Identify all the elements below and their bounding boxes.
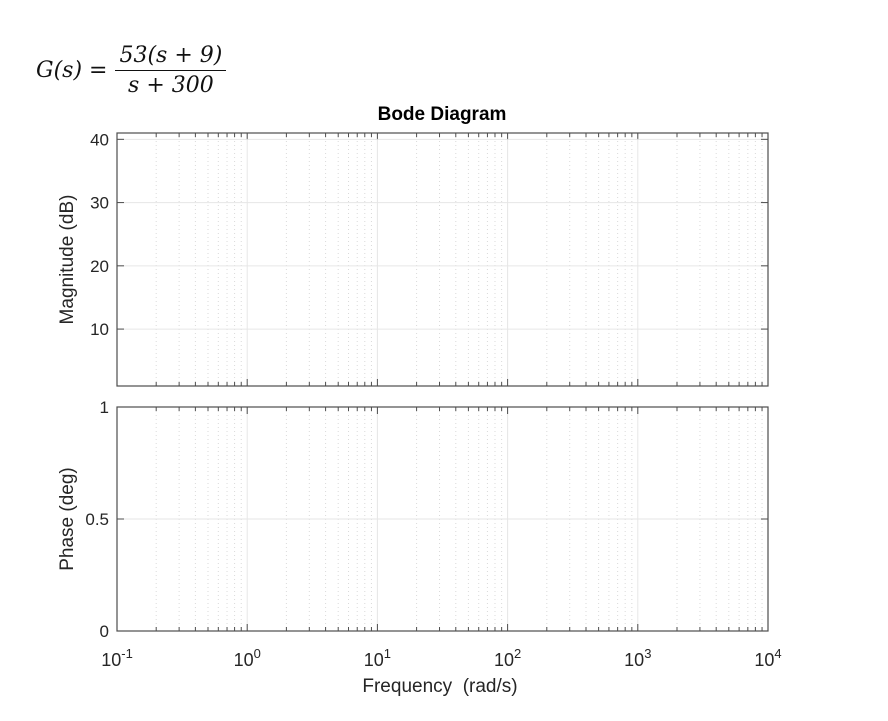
formula-denominator: s + 300 — [128, 72, 214, 98]
x-tick-base: 10 — [494, 650, 514, 670]
phase-y-tick-label: 0 — [100, 622, 109, 641]
x-tick-label: 10-1 — [101, 646, 133, 670]
magnitude-y-tick-label: 20 — [90, 257, 109, 276]
magnitude-y-axis-label: Magnitude (dB) — [57, 195, 78, 325]
formula-fraction: 53(s + 9) s + 300 — [115, 43, 227, 98]
x-tick-base: 10 — [364, 650, 384, 670]
x-tick-base: 10 — [624, 650, 644, 670]
x-tick-exponent: 3 — [644, 646, 651, 661]
x-tick-label: 103 — [624, 646, 651, 670]
x-tick-exponent: 1 — [384, 646, 391, 661]
magnitude-y-tick-label: 40 — [90, 130, 109, 149]
magnitude-axes: 10 20 30 40 Magnitude (dB) — [57, 130, 769, 387]
magnitude-y-tick-label: 10 — [90, 320, 109, 339]
chart-title: Bode Diagram — [378, 104, 507, 125]
x-tick-label: 102 — [494, 646, 521, 670]
formula-numerator: 53(s + 9) — [115, 43, 227, 71]
phase-y-tick-label: 1 — [100, 398, 109, 417]
x-tick-label: 101 — [364, 646, 391, 670]
transfer-function-formula: G(s) = 53(s + 9) s + 300 — [36, 38, 227, 102]
phase-axes: 0 0.5 1 Phase (deg) — [57, 398, 769, 641]
x-tick-base: 10 — [101, 650, 121, 670]
x-tick-base: 10 — [754, 650, 774, 670]
x-tick-exponent: -1 — [121, 646, 133, 661]
magnitude-y-tick-label: 30 — [90, 194, 109, 213]
magnitude-axes-box — [116, 132, 769, 387]
phase-y-axis-label: Phase (deg) — [57, 467, 78, 571]
x-tick-label: 100 — [234, 646, 261, 670]
x-tick-exponent: 2 — [514, 646, 521, 661]
x-tick-exponent: 0 — [254, 646, 261, 661]
x-tick-labels: 10-1 100 101 102 103 104 — [101, 646, 781, 670]
formula-lhs: G(s) = — [36, 57, 108, 83]
phase-y-tick-label: 0.5 — [85, 510, 109, 529]
x-tick-exponent: 4 — [774, 646, 781, 661]
x-tick-label: 104 — [754, 646, 781, 670]
x-axis-label: Frequency (rad/s) — [362, 676, 517, 697]
x-tick-base: 10 — [234, 650, 254, 670]
phase-axes-box — [116, 406, 769, 632]
